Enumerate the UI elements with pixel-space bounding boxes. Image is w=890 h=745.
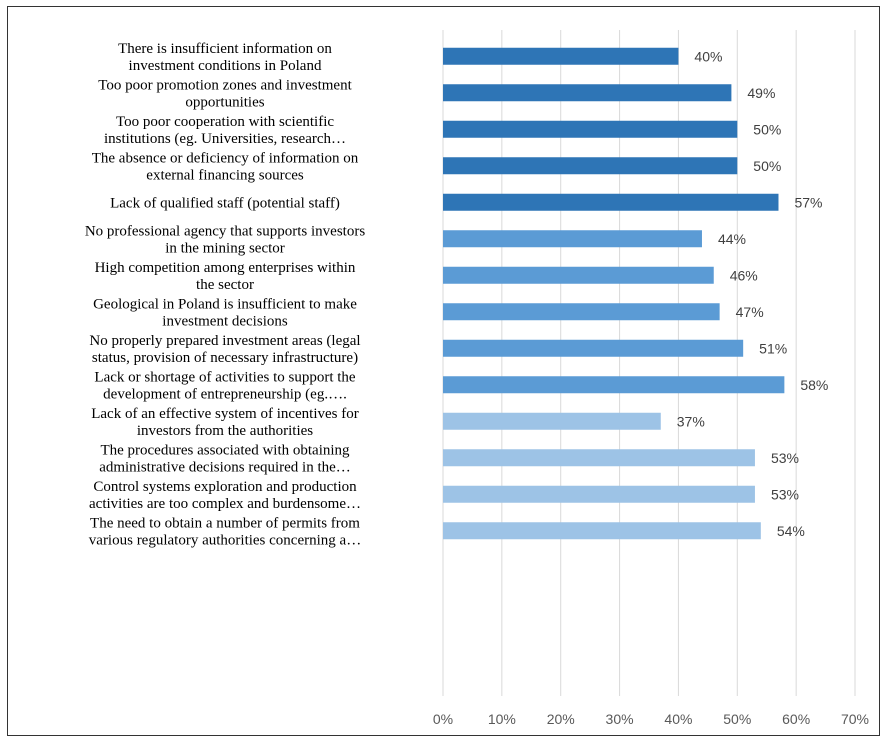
category-label-line: administrative decisions required in the… — [99, 459, 351, 475]
category-label: No professional agency that supports inv… — [85, 223, 366, 256]
category-label: Too poor promotion zones and investment o… — [98, 77, 352, 110]
bar — [443, 412, 661, 430]
category-label: There is insufficient information on inve… — [118, 41, 332, 74]
bar-value-label: 54% — [777, 523, 805, 539]
category-label-line: No professional agency that supports inv… — [85, 223, 366, 239]
category-label-line: Too poor promotion zones and investment — [98, 77, 352, 93]
category-label-line: investment decisions — [162, 313, 288, 329]
x-tick-label: 0% — [433, 711, 453, 727]
category-label: Too poor cooperation with scientific inst… — [104, 114, 346, 147]
x-tick-label: 10% — [488, 711, 516, 727]
category-label: High competition among enterprises withi… — [95, 260, 356, 293]
bar — [443, 84, 732, 102]
category-label: The need to obtain a number of permits f… — [89, 515, 361, 548]
category-label-line: High competition among enterprises withi… — [95, 260, 356, 276]
category-label-line: Lack of an effective system of incentive… — [91, 406, 359, 422]
bar-value-label: 53% — [771, 450, 799, 466]
category-label-line: the sector — [196, 277, 254, 293]
x-tick-label: 50% — [723, 711, 751, 727]
category-label-line: external financing sources — [146, 167, 304, 183]
category-label: Geological in Poland is insufficient to … — [93, 296, 357, 329]
x-tick-label: 70% — [841, 711, 869, 727]
bar — [443, 522, 761, 540]
category-label-line: The absence or deficiency of information… — [92, 150, 359, 166]
category-label-line: Lack of qualified staff (potential staff… — [110, 195, 340, 211]
category-label-line: in the mining sector — [165, 240, 285, 256]
category-label: No properly prepared investment areas (l… — [89, 333, 360, 366]
bar — [443, 449, 755, 467]
bar — [443, 339, 744, 357]
bar-value-label: 44% — [718, 231, 746, 247]
category-label-line: Too poor cooperation with scientific — [116, 114, 334, 130]
category-label: Control systems exploration and producti… — [89, 479, 361, 512]
bar-value-label: 50% — [753, 121, 781, 137]
category-label-line: institutions (eg. Universities, research… — [104, 131, 346, 147]
bar — [443, 266, 714, 284]
bar-value-label: 58% — [800, 377, 828, 393]
bar — [443, 303, 720, 321]
category-label-line: investors from the authorities — [137, 423, 313, 439]
category-label: Lack of qualified staff (potential staff… — [110, 195, 340, 211]
category-label-line: investment conditions in Poland — [129, 58, 322, 74]
category-label-line: activities are too complex and burdensom… — [89, 496, 361, 512]
category-label-line: development of entrepreneurship (eg.…. — [103, 386, 347, 402]
bar-value-label: 57% — [794, 194, 822, 210]
category-label-line: Geological in Poland is insufficient to … — [93, 296, 357, 312]
bar — [443, 193, 779, 211]
bar-value-label: 50% — [753, 158, 781, 174]
category-label-line: No properly prepared investment areas (l… — [89, 333, 360, 349]
bar-value-label: 40% — [694, 48, 722, 64]
category-label-line: Control systems exploration and producti… — [93, 479, 357, 495]
category-label-line: The procedures associated with obtaining — [100, 442, 350, 458]
x-tick-label: 30% — [606, 711, 634, 727]
category-label: The absence or deficiency of information… — [92, 150, 359, 183]
bar — [443, 485, 755, 503]
bar-value-label: 53% — [771, 486, 799, 502]
bar — [443, 120, 738, 138]
category-label-line: There is insufficient information on — [118, 41, 332, 57]
category-label: Lack of an effective system of incentive… — [91, 406, 359, 439]
category-label-line: status, provision of necessary infrastru… — [92, 350, 358, 366]
bar — [443, 230, 702, 248]
bar — [443, 376, 785, 394]
bar — [443, 47, 679, 65]
category-label-line: opportunities — [185, 94, 264, 110]
bar — [443, 157, 738, 175]
bar-value-label: 46% — [730, 267, 758, 283]
bar-value-label: 51% — [759, 340, 787, 356]
bar-value-label: 37% — [677, 413, 705, 429]
category-label: Lack or shortage of activities to suppor… — [94, 369, 356, 402]
x-tick-label: 60% — [782, 711, 810, 727]
category-label: The procedures associated with obtaining… — [99, 442, 351, 475]
category-label-line: The need to obtain a number of permits f… — [90, 515, 360, 531]
category-label-line: various regulatory authorities concernin… — [89, 532, 361, 548]
bar-value-label: 47% — [736, 304, 764, 320]
category-label-line: Lack or shortage of activities to suppor… — [94, 369, 356, 385]
bar-value-label: 49% — [747, 85, 775, 101]
x-tick-label: 20% — [547, 711, 575, 727]
x-tick-label: 40% — [664, 711, 692, 727]
